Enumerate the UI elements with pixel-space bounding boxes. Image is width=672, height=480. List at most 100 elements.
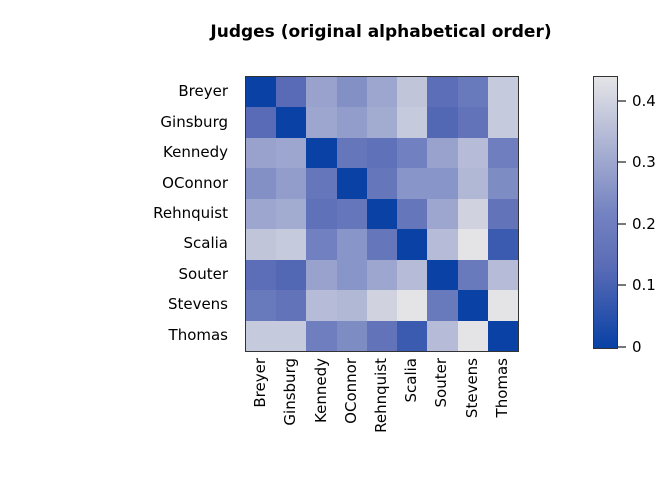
heatmap-cell [336, 107, 367, 138]
colorbar-tick-label: 0 [632, 338, 642, 356]
heatmap-cell [246, 320, 277, 351]
colorbar-tick [618, 161, 626, 164]
heatmap-cell [336, 77, 367, 108]
heatmap-cell [276, 320, 307, 351]
heatmap-cell [397, 168, 428, 199]
heatmap-cell [366, 290, 398, 321]
heatmap-cell [306, 320, 337, 351]
heatmap-cell [457, 290, 488, 321]
heatmap-cell [306, 137, 337, 169]
colorbar-tick [618, 346, 626, 348]
heatmap-cell [457, 229, 488, 260]
row-label: Rehnquist [153, 204, 228, 222]
heatmap-cell [397, 290, 428, 321]
colorbar-tick-label: 0.1 [632, 276, 656, 295]
heatmap-cell [276, 198, 307, 230]
heatmap-cell [336, 168, 367, 199]
column-label: Scalia [402, 358, 421, 403]
heatmap-cell [457, 259, 488, 291]
heatmap-cell [457, 320, 488, 351]
heatmap-cell [336, 259, 367, 291]
heatmap-cell [276, 168, 307, 199]
heatmap-cell [427, 77, 458, 108]
heatmap-cell [246, 259, 277, 291]
heatmap-cell [336, 229, 367, 260]
column-label: Rehnquist [372, 358, 390, 433]
heatmap-cell [366, 198, 398, 230]
heatmap-cell [487, 290, 518, 321]
heatmap-cell [457, 137, 488, 169]
heatmap-cell [487, 320, 518, 351]
heatmap-cell [336, 320, 367, 351]
heatmap-cell [366, 259, 398, 291]
row-label: Kennedy [163, 143, 228, 162]
heatmap-cell [276, 107, 307, 138]
heatmap-cell [276, 77, 307, 108]
heatmap-cell [487, 168, 518, 199]
heatmap-cell [397, 107, 428, 138]
heatmap-cell [246, 77, 277, 108]
heatmap-cell [397, 77, 428, 108]
heatmap-cell [487, 77, 518, 108]
heatmap-cell [246, 137, 277, 169]
heatmap-cell [457, 77, 488, 108]
heatmap-cell [397, 320, 428, 351]
heatmap-cell [306, 198, 337, 230]
column-label: Kennedy [311, 358, 330, 423]
heatmap-cell [457, 168, 488, 199]
heatmap-cell [336, 290, 367, 321]
row-label: Scalia [183, 234, 229, 253]
row-label: OConnor [162, 173, 228, 192]
row-label: Breyer [178, 82, 228, 101]
heatmap-cell [427, 259, 458, 291]
column-label: OConnor [341, 358, 360, 424]
row-label: Stevens [167, 295, 228, 314]
heatmap-cell [306, 229, 337, 260]
heatmap-cell [276, 259, 307, 291]
chart-title: Judges (original alphabetical order) [210, 22, 552, 42]
heatmap-cell [397, 198, 428, 230]
column-label: Breyer [251, 358, 270, 408]
colorbar-tick [618, 284, 626, 287]
heatmap-cell [306, 259, 337, 291]
colorbar-tick-label: 0.2 [632, 214, 656, 233]
heatmap-cell [366, 229, 398, 260]
heatmap-grid [245, 76, 519, 352]
heatmap-cell [306, 77, 337, 108]
heatmap-cell [246, 229, 277, 260]
heatmap-cell [487, 107, 518, 138]
heatmap-cell [366, 77, 398, 108]
heatmap-cell [306, 290, 337, 321]
heatmap-cell [427, 229, 458, 260]
heatmap-cell [276, 290, 307, 321]
heatmap-cell [366, 107, 398, 138]
heatmap-cell [397, 229, 428, 260]
heatmap-cell [306, 168, 337, 199]
heatmap-cell [336, 137, 367, 169]
colorbar-tick [618, 99, 626, 102]
column-label: Souter [432, 358, 451, 408]
heatmap-cell [246, 168, 277, 199]
heatmap-cell [487, 198, 518, 230]
heatmap-cell [246, 107, 277, 138]
heatmap-cell [276, 229, 307, 260]
heatmap-cell [366, 137, 398, 169]
heatmap-cell [397, 259, 428, 291]
heatmap-cell [306, 107, 337, 138]
heatmap-cell [457, 198, 488, 230]
heatmap-cell [366, 320, 398, 351]
heatmap-cell [397, 137, 428, 169]
colorbar-gradient [593, 76, 618, 349]
heatmap-cell [427, 198, 458, 230]
heatmap-cell [246, 290, 277, 321]
colorbar-tick-label: 0.4 [632, 91, 656, 110]
row-label: Ginsburg [160, 112, 228, 131]
heatmap-cell [427, 137, 458, 169]
heatmap-cell [487, 229, 518, 260]
heatmap-cell [427, 168, 458, 199]
heatmap-cell [487, 259, 518, 291]
heatmap-cell [427, 290, 458, 321]
heatmap-cell [366, 168, 398, 199]
heatmap-cell [427, 107, 458, 138]
